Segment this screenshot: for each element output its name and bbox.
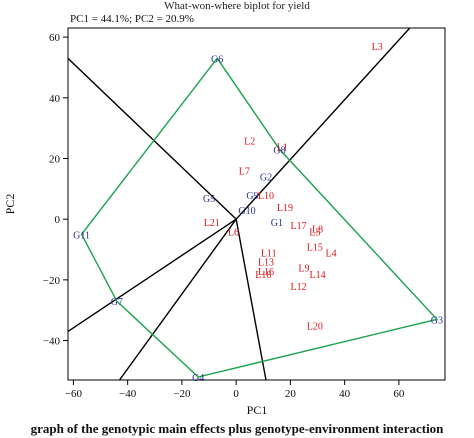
chart-title: What-won-where biplot for yield [164,0,310,12]
environment-label: L6 [228,227,239,238]
environment-label: L18 [255,270,271,281]
environment-label: L12 [290,282,306,293]
sector-ray [235,28,411,220]
figure-caption: graph of the genotypic main effects plus… [30,421,444,436]
genotype-label: G9 [246,191,258,202]
x-tick-label: −40 [119,388,137,400]
genotype-label: G7 [111,297,123,308]
environment-label: L1 [277,142,288,153]
environment-label: L13 [258,258,274,269]
sector-ray [68,57,237,220]
chart-subtitle: PC1 = 44.1%; PC2 = 20.9% [70,13,194,25]
sector-ray [118,218,237,380]
convex-hull-polygon [80,57,439,378]
environment-label: L8 [312,224,323,235]
genotype-label: G2 [260,173,272,184]
sector-ray [235,219,267,380]
environment-label: L17 [290,221,306,232]
genotype-label: G6 [211,54,223,65]
y-tick-label: 0 [55,214,61,226]
environment-label: L2 [244,136,255,147]
x-axis-label: PC1 [247,403,268,417]
y-tick-label: 20 [49,153,61,165]
x-tick-label: −60 [65,388,83,400]
y-tick-label: −20 [43,275,61,287]
x-tick-label: 20 [285,388,297,400]
y-tick-label: 60 [49,32,61,44]
environment-label: L14 [309,270,325,281]
sector-ray [68,218,237,333]
y-tick-label: 40 [49,93,61,105]
genotype-label: G10 [238,206,255,217]
environment-label: L9 [298,264,309,275]
y-tick-label: −40 [43,336,61,348]
environment-label: L21 [204,218,220,229]
environment-label: L7 [239,167,250,178]
genotype-label: G5 [203,194,215,205]
genotype-label: G4 [192,373,204,384]
environment-label: L16 [258,267,274,278]
environment-label: L11 [261,249,277,260]
plot-frame [67,27,446,381]
environment-label: L19 [277,203,293,214]
environment-label: L4 [326,249,337,260]
environment-label: L10 [258,191,274,202]
x-tick-label: 40 [339,388,351,400]
environment-label: L3 [372,42,383,53]
x-tick-label: 0 [233,388,239,400]
genotype-label: G1 [271,218,283,229]
environment-label: L20 [307,321,323,332]
x-tick-label: 60 [393,388,405,400]
genotype-label: G3 [431,315,443,326]
genotype-label: G11 [73,230,90,241]
x-tick-label: −20 [173,388,191,400]
environment-label: L15 [307,242,323,253]
genotype-label: G8 [273,145,285,156]
environment-label: L5 [309,227,320,238]
y-axis-label: PC2 [3,194,17,215]
